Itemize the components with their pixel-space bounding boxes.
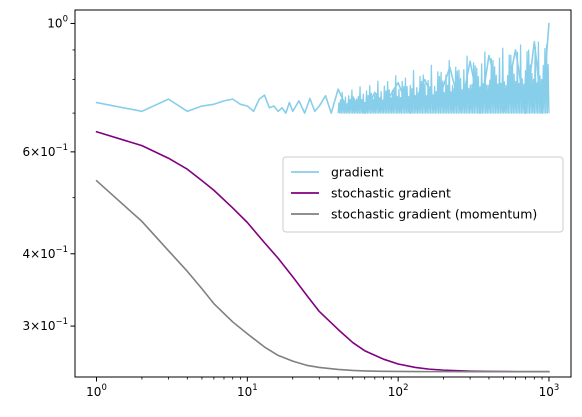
series-band-gradient [337,41,550,114]
legend-label-stochastic-gradient: stochastic gradient [331,186,451,201]
y-tick-label: 100 [47,14,68,30]
x-tick-label: 101 [237,383,258,399]
ticks-layer: 100 101 102 103 100 6×10−1 4×10−1 3×10−1 [22,14,559,399]
x-tick-label: 102 [388,383,409,399]
legend-label-gradient: gradient [331,165,384,180]
y-tick-label: 6×10−1 [22,143,68,159]
legend: gradient stochastic gradient stochastic … [282,156,564,233]
x-tick-label: 100 [86,383,107,399]
series-line-gradient [95,22,550,114]
legend-box [282,156,564,233]
axes-frame [74,9,572,378]
y-tick-label: 4×10−1 [22,245,68,261]
legend-label-stochastic-gradient-momentum: stochastic gradient (momentum) [331,207,537,222]
series-layer [95,22,550,373]
y-tick-label: 3×10−1 [22,317,68,333]
x-tick-label: 103 [539,383,560,399]
